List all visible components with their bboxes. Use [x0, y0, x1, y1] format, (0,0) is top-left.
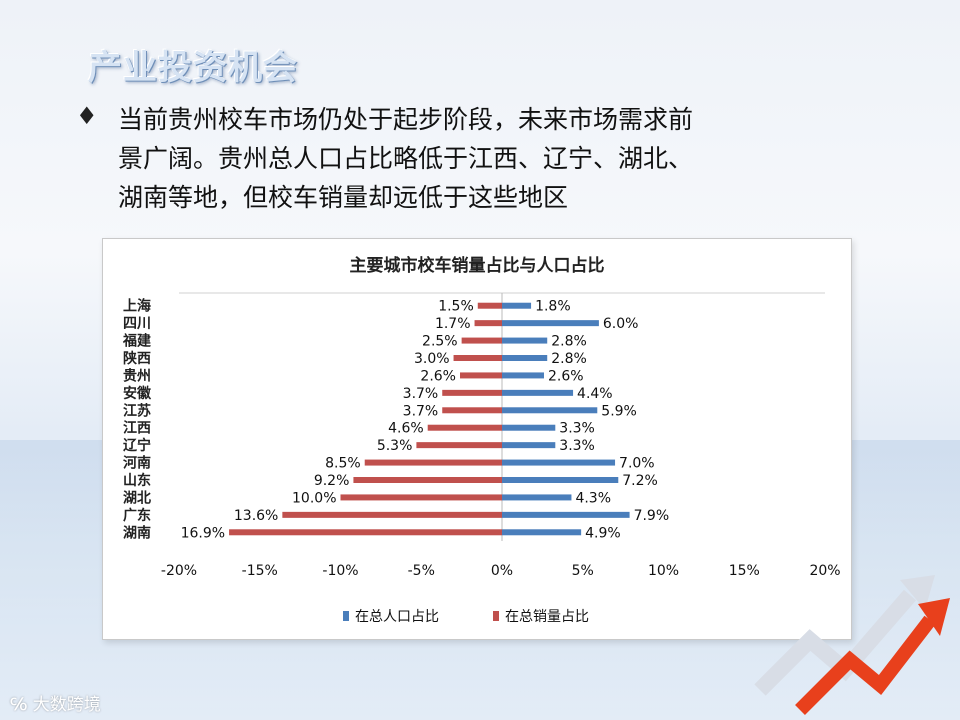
category-label: 福建: [122, 333, 151, 350]
bar-population-share: [502, 355, 548, 361]
category-label: 上海: [123, 298, 151, 315]
data-label-population: 3.3%: [559, 438, 595, 454]
bar-sales-share: [442, 389, 502, 396]
x-tick-label: 15%: [729, 563, 760, 579]
data-label-sales: 16.9%: [181, 525, 225, 541]
bar-sales-share: [282, 511, 502, 518]
bar-population-share: [502, 407, 598, 414]
legend-swatch-sales: [493, 611, 499, 621]
data-label-sales: 3.0%: [414, 351, 450, 367]
x-tick-label: 20%: [809, 563, 840, 579]
category-label: 安徽: [123, 385, 152, 402]
bar-population-share: [502, 424, 556, 431]
bar-sales-share: [442, 407, 502, 414]
data-label-population: 1.8%: [535, 299, 571, 315]
legend-label-sales: 在总销量占比: [505, 609, 589, 625]
data-label-sales: 3.7%: [403, 403, 439, 419]
bar-sales-share: [427, 424, 502, 431]
category-label: 贵州: [123, 367, 151, 384]
category-label: 辽宁: [123, 437, 151, 454]
data-label-population: 4.3%: [575, 490, 611, 506]
data-label-sales: 13.6%: [234, 508, 278, 524]
data-label-population: 7.2%: [622, 473, 658, 489]
data-label-sales: 10.0%: [292, 490, 336, 506]
x-tick-label: -20%: [161, 563, 197, 579]
chart-title: 主要城市校车销量占比与人口占比: [350, 255, 605, 276]
data-label-sales: 5.3%: [377, 438, 413, 454]
data-label-population: 4.4%: [577, 386, 613, 402]
bar-population-share: [502, 372, 544, 379]
x-tick-label: 5%: [572, 563, 594, 579]
bar-sales-share: [461, 337, 502, 344]
bar-population-share: [502, 494, 572, 501]
watermark-logo-icon: ℅: [10, 695, 28, 715]
category-label: 江西: [123, 420, 151, 437]
bar-population-share: [502, 459, 616, 466]
data-label-sales: 2.5%: [422, 334, 458, 350]
data-label-sales: 8.5%: [325, 456, 361, 472]
category-label: 湖北: [123, 490, 151, 506]
bar-population-share: [502, 442, 556, 449]
data-label-population: 4.9%: [585, 525, 621, 541]
category-label: 山东: [123, 472, 151, 489]
data-label-sales: 9.2%: [314, 473, 350, 489]
category-label: 陕西: [123, 350, 151, 367]
bar-sales-share: [364, 459, 502, 466]
bar-population-share: [502, 511, 630, 518]
category-label: 广东: [123, 507, 151, 524]
data-label-population: 5.9%: [601, 403, 637, 419]
data-label-population: 2.8%: [551, 334, 587, 350]
growth-arrow-icon: [754, 575, 950, 715]
category-label: 河南: [123, 455, 151, 472]
data-label-sales: 1.5%: [438, 299, 474, 315]
bullet-text: 当前贵州校车市场仍处于起步阶段，未来市场需求前 景广阔。贵州总人口占比略低于江西…: [118, 100, 876, 217]
x-tick-label: 0%: [491, 563, 513, 579]
bar-population-share: [502, 477, 619, 483]
slide-title: 产业投资机会: [88, 48, 298, 88]
bar-sales-share: [453, 355, 502, 361]
bullet-line-1: 当前贵州校车市场仍处于起步阶段，未来市场需求前: [118, 105, 694, 134]
chart-container: 主要城市校车销量占比与人口占比上海 1.8% 1.5% 四川 6.0% 1.7% 福建 2.8…: [102, 238, 852, 640]
bar-population-share: [502, 529, 582, 536]
bar-sales-share: [229, 529, 502, 536]
bar-sales-share: [416, 442, 502, 449]
data-label-population: 7.0%: [619, 456, 655, 472]
category-label: 四川: [123, 316, 151, 332]
bar-population-share: [502, 302, 532, 309]
bar-sales-share: [340, 494, 502, 501]
data-label-population: 7.9%: [634, 508, 670, 524]
bullet-paragraph: ♦ 当前贵州校车市场仍处于起步阶段，未来市场需求前 景广阔。贵州总人口占比略低于…: [76, 100, 876, 217]
x-tick-label: -15%: [242, 563, 278, 579]
watermark-text: 大数跨境: [32, 695, 101, 715]
watermark: ℅ 大数跨境: [10, 690, 101, 715]
bar-population-share: [502, 320, 599, 327]
bar-sales-share: [353, 477, 502, 483]
bullet-line-2: 景广阔。贵州总人口占比略低于江西、辽宁、湖北、: [118, 144, 694, 173]
category-label: 江苏: [123, 402, 151, 419]
data-label-population: 2.6%: [548, 368, 584, 384]
bar-sales-share: [474, 320, 502, 327]
data-label-sales: 2.6%: [420, 368, 456, 384]
bar-sales-share: [460, 372, 502, 379]
data-label-population: 3.3%: [559, 421, 595, 437]
data-label-population: 2.8%: [551, 351, 587, 367]
bar-population-share: [502, 389, 574, 396]
data-label-sales: 4.6%: [388, 421, 424, 437]
bullet-line-3: 湖南等地，但校车销量却远低于这些地区: [118, 183, 569, 212]
x-tick-label: -10%: [322, 563, 358, 579]
data-label-population: 6.0%: [603, 316, 639, 332]
x-tick-label: -5%: [408, 563, 435, 579]
bar-sales-share: [477, 302, 502, 309]
legend-swatch-population: [343, 611, 349, 621]
legend-label-population: 在总人口占比: [355, 609, 439, 625]
data-label-sales: 1.7%: [435, 316, 471, 332]
data-label-sales: 3.7%: [403, 386, 439, 402]
bar-population-share: [502, 337, 548, 344]
x-tick-label: 10%: [648, 563, 679, 579]
category-label: 湖南: [123, 524, 151, 541]
diamond-bullet-icon: ♦: [76, 102, 98, 130]
